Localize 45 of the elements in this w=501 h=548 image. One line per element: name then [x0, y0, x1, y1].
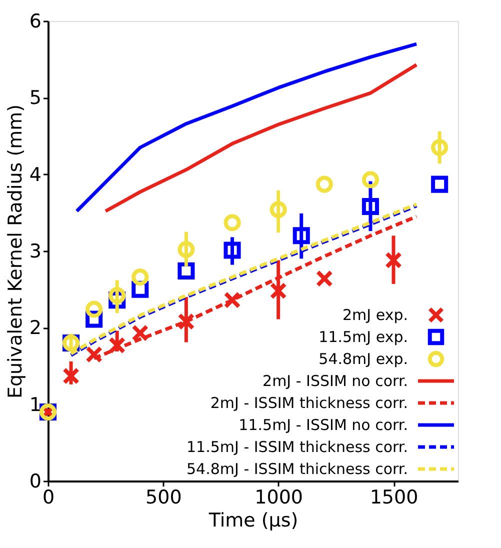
point — [224, 214, 241, 232]
y-axis-title: Equivalent Kernel Radius (mm) — [4, 104, 26, 399]
legend-label: 11.5mJ exp. — [318, 328, 408, 346]
point — [362, 171, 379, 188]
point — [362, 198, 379, 216]
point — [224, 242, 241, 259]
point — [86, 300, 103, 318]
point — [178, 313, 195, 330]
point — [86, 346, 103, 364]
y-tick-label: 3 — [29, 240, 42, 262]
legend-label: 2mJ - ISSIM thickness corr. — [210, 394, 408, 412]
legend-label: 54.8mJ exp. — [318, 350, 408, 368]
point — [292, 227, 310, 244]
legend-label: 11.5mJ - ISSIM thickness corr. — [186, 438, 408, 456]
point — [316, 270, 333, 288]
x-tick-label: 1500 — [370, 486, 418, 508]
point — [431, 176, 448, 193]
legend-label: 54.8mJ - ISSIM thickness corr. — [186, 460, 408, 478]
point — [178, 262, 195, 280]
point — [178, 240, 195, 258]
point — [108, 286, 126, 304]
point — [132, 324, 149, 342]
point — [316, 176, 333, 193]
point — [132, 268, 149, 286]
x-axis-title: Time (µs) — [208, 510, 298, 532]
line-series — [75, 42, 418, 213]
line-series — [104, 62, 418, 213]
point — [108, 336, 126, 354]
point — [270, 282, 287, 300]
x-tick-label: 1000 — [254, 486, 304, 508]
point — [62, 367, 80, 384]
y-tick-label: 2 — [29, 317, 42, 340]
x-tick-label: 500 — [146, 486, 182, 508]
legend-label: 2mJ exp. — [342, 306, 408, 324]
legend-label: 2mJ - ISSIM no corr. — [262, 372, 408, 390]
point — [431, 138, 448, 156]
point — [384, 252, 402, 269]
y-tick-label: 6 — [29, 10, 42, 32]
point — [270, 201, 287, 218]
legend-label: 11.5mJ - ISSIM no corr. — [238, 416, 408, 434]
y-tick-label: 4 — [29, 164, 42, 186]
y-tick-label: 0 — [29, 470, 42, 492]
y-tick-label: 1 — [29, 394, 42, 416]
point — [224, 292, 241, 309]
y-tick-label: 5 — [29, 87, 42, 110]
